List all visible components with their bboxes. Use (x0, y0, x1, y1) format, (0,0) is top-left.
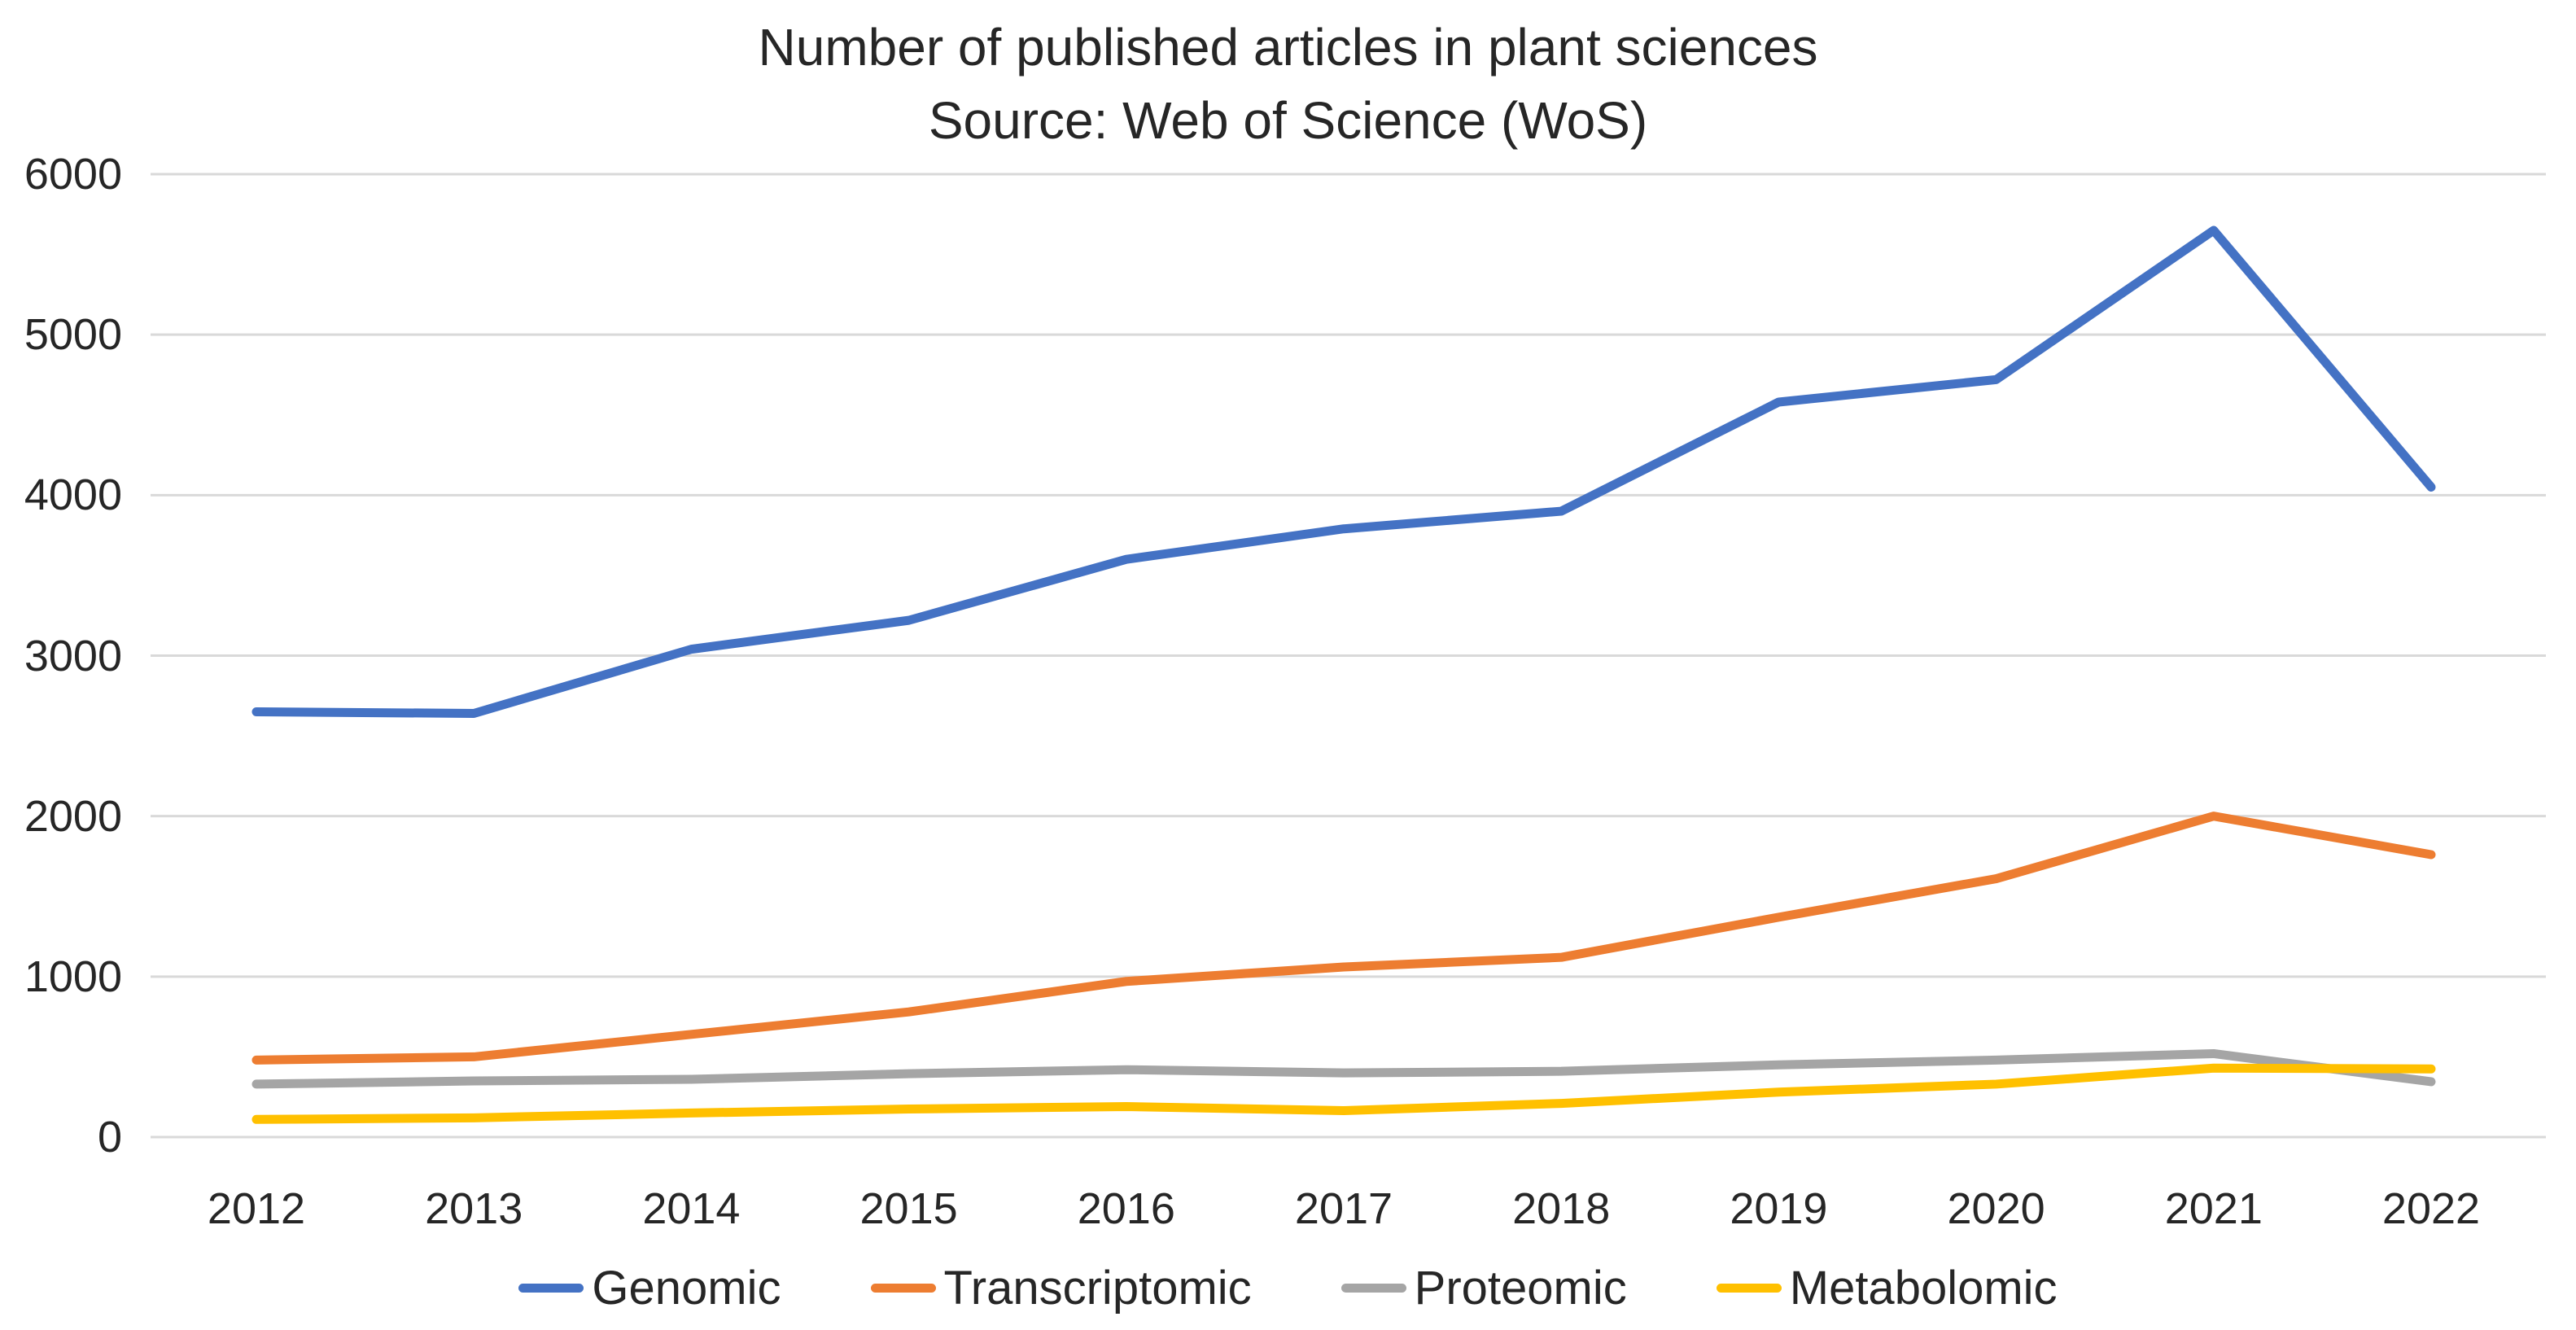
legend-item-genomic: Genomic (518, 1261, 781, 1315)
y-axis-tick-label-3000: 3000 (24, 631, 122, 680)
y-axis-tick-label-2000: 2000 (24, 791, 122, 841)
legend-swatch-genomic (518, 1283, 584, 1293)
legend-swatch-proteomic (1340, 1283, 1406, 1293)
x-axis-tick-label-2015: 2015 (859, 1184, 958, 1233)
chart-subtitle: Source: Web of Science (WoS) (928, 91, 1648, 150)
legend-label-metabolomic: Metabolomic (1789, 1261, 2058, 1315)
series-line-metabolomic (251, 1063, 2436, 1124)
series-line-transcriptomic (251, 812, 2436, 1065)
x-axis-tick-label-2022: 2022 (2381, 1184, 2481, 1233)
x-axis-tick-label-2017: 2017 (1294, 1184, 1393, 1233)
y-axis-tick-label-6000: 6000 (24, 150, 122, 199)
y-axis-tick-label-4000: 4000 (24, 470, 122, 520)
legend-label-transcriptomic: Transcriptomic (943, 1261, 1252, 1315)
legend-label-genomic: Genomic (592, 1261, 781, 1315)
series-line-proteomic (251, 1048, 2436, 1089)
legend-swatch-transcriptomic (870, 1283, 936, 1293)
series-line-genomic (251, 225, 2436, 718)
x-axis-tick-label-2019: 2019 (1730, 1184, 1828, 1233)
chart-legend: Genomic Transcriptomic Proteomic Metabolomi… (0, 1256, 2576, 1319)
x-axis-tick-label-2021: 2021 (2164, 1184, 2263, 1233)
x-axis-tick-label-2012: 2012 (207, 1184, 306, 1233)
x-axis-tick-label-2020: 2020 (1947, 1184, 2045, 1233)
x-axis-tick-label-2016: 2016 (1077, 1184, 1175, 1233)
chart-title-block: Number of published articles in plant sc… (0, 8, 2576, 155)
legend-item-transcriptomic: Transcriptomic (870, 1261, 1252, 1315)
legend-label-proteomic: Proteomic (1414, 1261, 1627, 1315)
legend-item-metabolomic: Metabolomic (1716, 1261, 2058, 1315)
x-axis-tick-label-2018: 2018 (1512, 1184, 1611, 1233)
legend-item-proteomic: Proteomic (1340, 1261, 1627, 1315)
y-axis-tick-label-1000: 1000 (24, 952, 122, 1001)
y-axis-tick-label-0: 0 (97, 1113, 122, 1162)
chart-title: Number of published articles in plant sc… (758, 18, 1818, 77)
y-axis-tick-label-5000: 5000 (24, 310, 122, 360)
legend-swatch-metabolomic (1716, 1283, 1782, 1293)
x-axis-tick-label-2014: 2014 (642, 1184, 741, 1233)
x-axis-tick-label-2013: 2013 (425, 1184, 523, 1233)
